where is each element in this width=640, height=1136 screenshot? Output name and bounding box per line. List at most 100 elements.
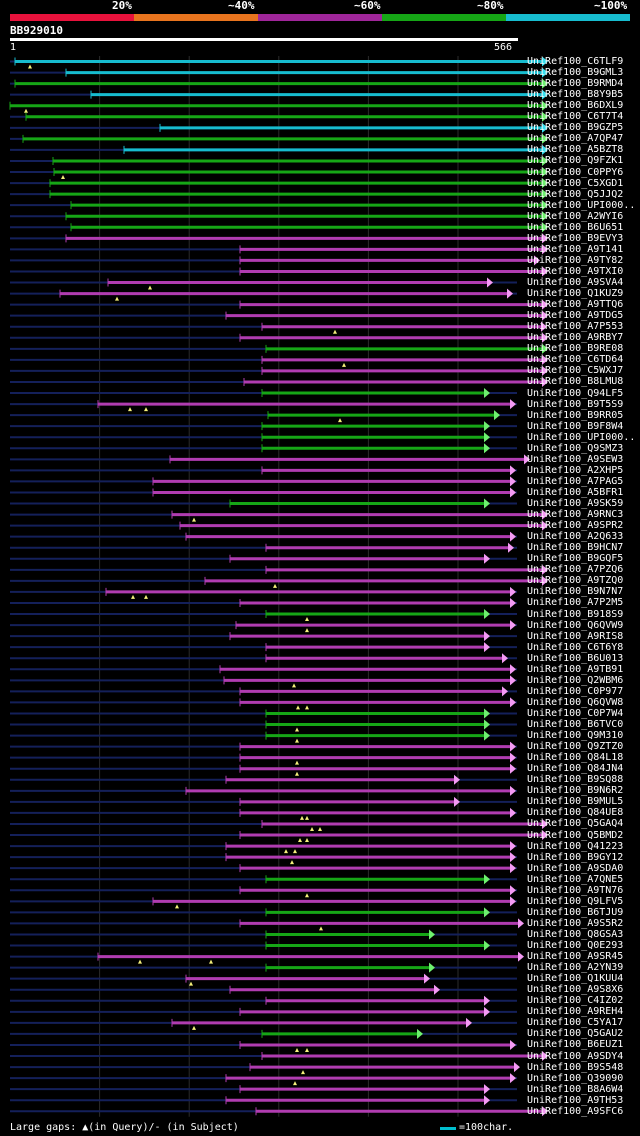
hit-row[interactable] bbox=[10, 785, 517, 796]
hit-label-link[interactable]: UniRef100_A9S8X6 bbox=[527, 984, 624, 996]
hit-label-link[interactable]: UniRef100_Q9M310 bbox=[527, 730, 624, 742]
hit-row[interactable] bbox=[10, 443, 517, 454]
hit-row[interactable] bbox=[10, 410, 517, 423]
hit-label-link[interactable]: UniRef100_B9T5S9 bbox=[527, 398, 624, 410]
hit-label-link[interactable]: UniRef100_Q9ZTZ0 bbox=[527, 741, 624, 753]
hit-row[interactable] bbox=[10, 388, 517, 399]
hit-row[interactable] bbox=[10, 476, 517, 487]
hit-row[interactable] bbox=[10, 155, 548, 166]
hit-label-link[interactable]: UniRef100_Q9FZK1 bbox=[527, 155, 624, 167]
hit-row[interactable] bbox=[10, 56, 548, 69]
hit-label-link[interactable]: UniRef100_Q84JN4 bbox=[527, 763, 624, 775]
hit-label-link[interactable]: UniRef100_B6TJU9 bbox=[527, 906, 624, 918]
hit-row[interactable] bbox=[10, 1095, 517, 1106]
hit-label-link[interactable]: UniRef100_A7QNE5 bbox=[527, 873, 624, 885]
hit-row[interactable] bbox=[10, 564, 548, 575]
hit-row[interactable] bbox=[10, 774, 517, 785]
hit-label-link[interactable]: UniRef100_A9TDG5 bbox=[527, 310, 624, 322]
hit-row[interactable] bbox=[10, 1039, 517, 1052]
hit-row[interactable] bbox=[10, 266, 548, 277]
hit-row[interactable] bbox=[10, 1006, 517, 1017]
hit-label-link[interactable]: UniRef100_B6U651 bbox=[527, 221, 624, 233]
hit-row[interactable] bbox=[10, 620, 517, 633]
hit-label-link[interactable]: UniRef100_B9GY12 bbox=[527, 851, 624, 863]
hit-label-link[interactable]: UniRef100_C6TD64 bbox=[527, 354, 624, 366]
hit-label-link[interactable]: UniRef100_B9MUL5 bbox=[527, 796, 624, 808]
hit-label-link[interactable]: UniRef100_A2XHP5 bbox=[527, 464, 624, 476]
hit-label-link[interactable]: UniRef100_Q5GAQ4 bbox=[527, 818, 624, 830]
hit-row[interactable] bbox=[10, 896, 517, 909]
hit-row[interactable] bbox=[10, 1028, 517, 1039]
hit-label-link[interactable]: UniRef100_A5BFR1 bbox=[527, 486, 624, 498]
hit-row[interactable] bbox=[10, 78, 548, 89]
hit-label-link[interactable]: UniRef100_B9GQF5 bbox=[527, 553, 624, 565]
hit-label-link[interactable]: UniRef100_C5XGD1 bbox=[527, 177, 624, 189]
hit-row[interactable] bbox=[10, 299, 548, 310]
hit-row[interactable] bbox=[10, 277, 517, 290]
hit-row[interactable] bbox=[10, 1051, 548, 1062]
hit-label-link[interactable]: UniRef100_A9TB91 bbox=[527, 663, 624, 675]
hit-label-link[interactable]: UniRef100_Q6QVW9 bbox=[527, 619, 624, 631]
hit-label-link[interactable]: UniRef100_Q2WBM6 bbox=[527, 674, 624, 686]
hit-row[interactable] bbox=[10, 233, 548, 244]
hit-label-link[interactable]: UniRef100_Q1KUU4 bbox=[527, 973, 624, 985]
hit-label-link[interactable]: UniRef100_B9GML3 bbox=[527, 67, 624, 79]
hit-row[interactable] bbox=[10, 1084, 517, 1095]
hit-label-link[interactable]: UniRef100_B9N6R2 bbox=[527, 785, 624, 797]
hit-row[interactable] bbox=[10, 520, 548, 531]
hit-row[interactable] bbox=[10, 741, 517, 752]
hit-label-link[interactable]: UniRef100_C4IZ02 bbox=[527, 995, 624, 1007]
hit-label-link[interactable]: UniRef100_Q6QVW8 bbox=[527, 696, 624, 708]
hit-label-link[interactable]: UniRef100_Q8GSA3 bbox=[527, 928, 624, 940]
hit-label-link[interactable]: UniRef100_A9TXI0 bbox=[527, 265, 624, 277]
hit-row[interactable] bbox=[10, 973, 517, 986]
hit-row[interactable] bbox=[10, 907, 517, 918]
hit-label-link[interactable]: UniRef100_A7PAG5 bbox=[527, 475, 624, 487]
hit-row[interactable] bbox=[10, 288, 517, 301]
hit-label-link[interactable]: UniRef100_B9HCN7 bbox=[527, 542, 624, 554]
hit-row[interactable] bbox=[10, 498, 517, 509]
hit-label-link[interactable]: UniRef100_A9TTQ6 bbox=[527, 299, 624, 311]
hit-label-link[interactable]: UniRef100_A9SVA4 bbox=[527, 277, 624, 288]
hit-row[interactable] bbox=[10, 376, 548, 387]
hit-row[interactable] bbox=[10, 211, 548, 222]
hit-label-link[interactable]: UniRef100_Q5BMD2 bbox=[527, 829, 624, 841]
hit-row[interactable] bbox=[10, 509, 548, 522]
hit-row[interactable] bbox=[10, 586, 517, 599]
hit-row[interactable] bbox=[10, 763, 517, 776]
hit-row[interactable] bbox=[10, 244, 548, 255]
hit-row[interactable] bbox=[10, 200, 548, 211]
hit-row[interactable] bbox=[10, 133, 548, 144]
hit-row[interactable] bbox=[10, 697, 517, 710]
hit-row[interactable] bbox=[10, 708, 517, 719]
hit-label-link[interactable]: UniRef100_A9SPR2 bbox=[527, 520, 624, 532]
hit-row[interactable] bbox=[10, 719, 517, 732]
hit-row[interactable] bbox=[10, 111, 548, 122]
hit-label-link[interactable]: UniRef100_A9TZQ0 bbox=[527, 575, 624, 587]
hit-label-link[interactable]: UniRef100_A9SEW3 bbox=[527, 453, 624, 465]
hit-row[interactable] bbox=[10, 553, 517, 564]
hit-label-link[interactable]: UniRef100_A7QP47 bbox=[527, 133, 624, 145]
hit-label-link[interactable]: UniRef100_B8LMU8 bbox=[527, 376, 624, 388]
hit-row[interactable] bbox=[10, 343, 548, 354]
hit-row[interactable] bbox=[10, 642, 517, 653]
hit-label-link[interactable]: UniRef100_A9TY82 bbox=[527, 254, 624, 266]
hit-row[interactable] bbox=[10, 255, 540, 266]
hit-label-link[interactable]: UniRef100_Q84UE8 bbox=[527, 807, 624, 819]
hit-label-link[interactable]: UniRef100_B8A6W4 bbox=[527, 1083, 624, 1095]
hit-label-link[interactable]: UniRef100_A9TH53 bbox=[527, 1094, 624, 1106]
hit-row[interactable] bbox=[10, 144, 548, 155]
hit-row[interactable] bbox=[10, 421, 517, 432]
hit-row[interactable] bbox=[10, 432, 517, 443]
hit-label-link[interactable]: UniRef100_C0P7W4 bbox=[527, 707, 624, 719]
hit-row[interactable] bbox=[10, 940, 517, 951]
hit-label-link[interactable]: UniRef100_A9RIS8 bbox=[527, 630, 624, 642]
hit-label-link[interactable]: UniRef100_Q9SMZ3 bbox=[527, 442, 624, 454]
hit-row[interactable] bbox=[10, 796, 517, 807]
hit-row[interactable] bbox=[10, 852, 517, 865]
hit-label-link[interactable]: UniRef100_B9EVY3 bbox=[527, 232, 624, 244]
hit-label-link[interactable]: UniRef100_A7PZQ6 bbox=[527, 564, 624, 576]
hit-label-link[interactable]: UniRef100_A7P553 bbox=[527, 321, 624, 333]
hit-row[interactable] bbox=[10, 354, 548, 367]
hit-row[interactable] bbox=[10, 167, 548, 180]
